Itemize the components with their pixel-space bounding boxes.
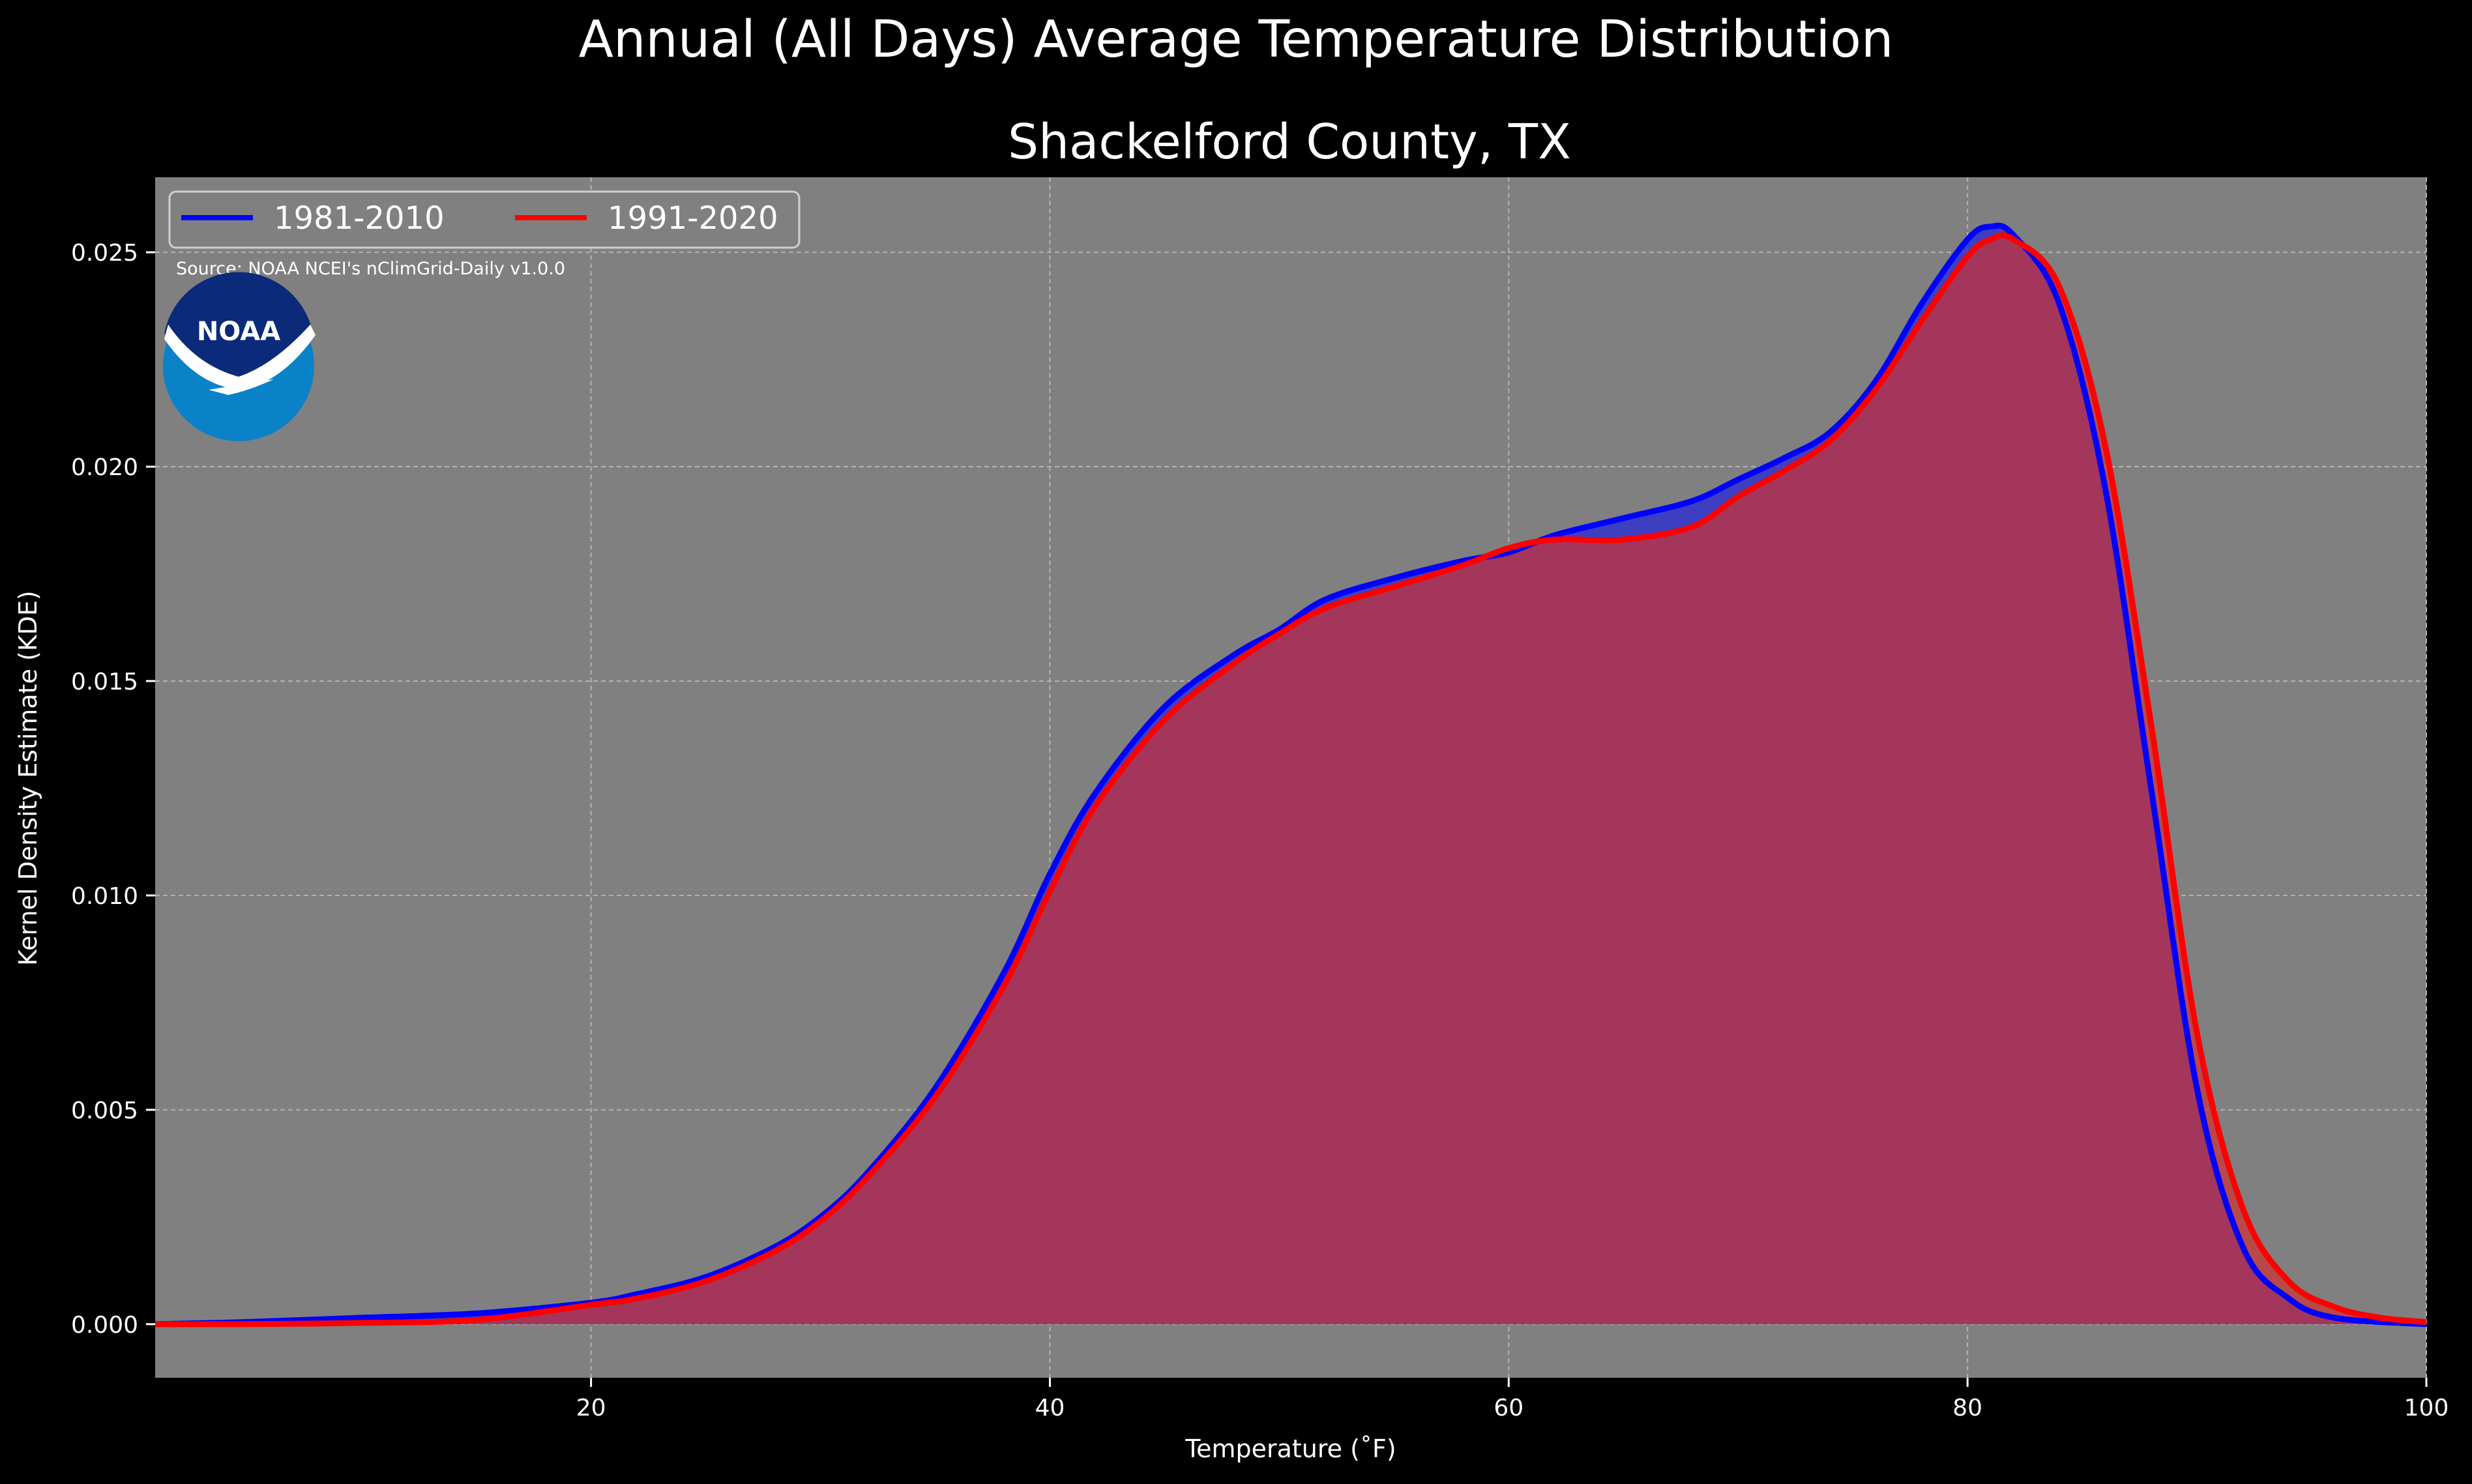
y-axis-label: Kernel Density Estimate (KDE) [14, 590, 42, 966]
x-tick-label-20: 20 [576, 1395, 606, 1421]
series-line-1981-2010 [154, 222, 2427, 1328]
y-tick-label-0.005: 0.005 [71, 1098, 138, 1124]
series-line-1991-2020 [154, 232, 2427, 1328]
legend: 1981-2010 1991-2020 [168, 190, 801, 249]
legend-box [168, 190, 801, 249]
noaa-logo: NOAA [163, 272, 316, 441]
x-axis-label: Temperature (˚F) [1184, 1434, 1396, 1463]
x-tick-label-100: 100 [2404, 1395, 2449, 1421]
y-tick-label-0.010: 0.010 [71, 883, 138, 910]
legend-label-1981-2010: 1981-2010 [274, 200, 445, 237]
y-tick-label-0.025: 0.025 [71, 240, 138, 267]
x-tick-label-40: 40 [1035, 1395, 1065, 1421]
chart-title: Annual (All Days) Average Temperature Di… [579, 10, 1894, 69]
series-fills [155, 226, 2426, 1324]
y-axis: 0.000 0.005 0.010 0.015 0.020 0.025 [71, 240, 155, 1339]
x-axis: 20 40 60 80 100 [576, 1378, 2449, 1421]
y-tick-label-0.000: 0.000 [71, 1312, 138, 1339]
y-tick-label-0.020: 0.020 [71, 454, 138, 481]
legend-label-1991-2020: 1991-2020 [608, 200, 778, 237]
noaa-logo-text: NOAA [197, 317, 280, 347]
chart-subtitle: Shackelford County, TX [1008, 114, 1571, 170]
x-tick-label-80: 80 [1952, 1395, 1982, 1421]
y-tick-label-0.015: 0.015 [71, 669, 138, 695]
series-lines [154, 222, 2427, 1328]
series-fill-1991-2020 [155, 235, 2426, 1324]
x-tick-label-60: 60 [1494, 1395, 1523, 1421]
